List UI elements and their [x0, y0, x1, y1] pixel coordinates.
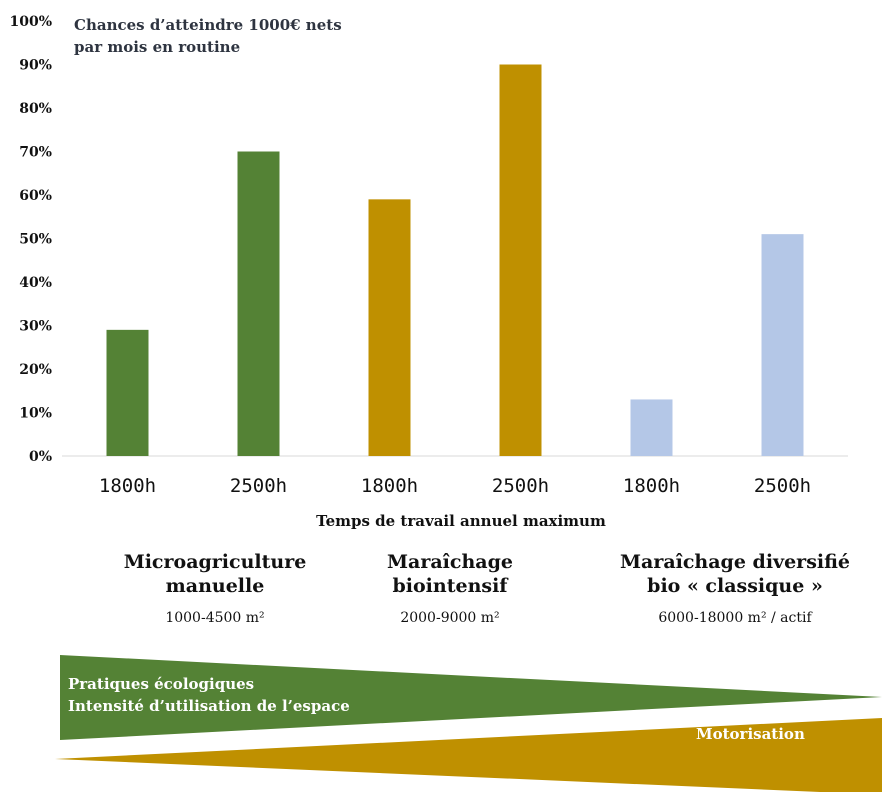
group-area: 1000-4500 m² — [165, 610, 265, 626]
y-tick-label: 100% — [9, 14, 52, 30]
gold-wedge-label: Motorisation — [696, 725, 805, 743]
group-name-line-1: Microagriculture — [123, 551, 307, 573]
group-name-line-1: Maraîchage diversifié — [619, 551, 851, 573]
y-tick-label: 90% — [19, 58, 52, 74]
y-axis-ticks: 0% 10% 20% 30% 40% 50% 60% 70% 80% 90% 100% — [9, 14, 52, 465]
green-wedge — [60, 655, 882, 740]
bar — [761, 234, 804, 456]
bar — [106, 329, 149, 456]
bar — [499, 64, 542, 456]
x-axis-label: Temps de travail annuel maximum — [316, 512, 606, 530]
x-tick-label: 2500h — [230, 475, 287, 497]
group-name-line-2: bio « classique » — [647, 575, 823, 597]
y-tick-label: 70% — [19, 145, 52, 161]
y-tick-label: 10% — [19, 406, 52, 422]
x-tick-label: 2500h — [754, 475, 811, 497]
x-tick-label: 1800h — [99, 475, 156, 497]
group-name-line-2: manuelle — [165, 575, 265, 597]
green-wedge-label: Pratiques écologiques Intensité d’utilis… — [68, 673, 350, 717]
x-axis-ticks: 1800h 2500h 1800h 2500h 1800h 2500h — [99, 475, 811, 497]
x-tick-label: 1800h — [361, 475, 418, 497]
y-tick-label: 30% — [19, 319, 52, 335]
gold-wedge — [55, 718, 882, 792]
bars — [106, 64, 804, 456]
group-name-line-2: biointensif — [392, 575, 508, 597]
x-tick-label: 2500h — [492, 475, 549, 497]
y-tick-label: 20% — [19, 362, 52, 378]
y-tick-label: 40% — [19, 275, 52, 291]
y-tick-label: 80% — [19, 101, 52, 117]
y-tick-label: 0% — [29, 449, 52, 465]
group-diversifie: Maraîchage diversifié bio « classique » … — [600, 550, 870, 626]
group-microagriculture: Microagriculture manuelle 1000-4500 m² — [100, 550, 330, 626]
green-wedge-line-1: Pratiques écologiques — [68, 675, 255, 693]
bar — [630, 399, 673, 456]
group-area: 2000-9000 m² — [400, 610, 500, 626]
y-tick-label: 50% — [19, 232, 52, 248]
y-tick-label: 60% — [19, 188, 52, 204]
chart-title-line-1: Chances d’atteindre 1000€ nets — [74, 16, 342, 34]
chart-title: Chances d’atteindre 1000€ nets par mois … — [74, 14, 374, 58]
group-biointensif: Maraîchage biointensif 2000-9000 m² — [350, 550, 550, 626]
group-name-line-1: Maraîchage — [387, 551, 513, 573]
group-area: 6000-18000 m² / actif — [658, 610, 812, 626]
x-tick-label: 1800h — [623, 475, 680, 497]
green-wedge-line-2: Intensité d’utilisation de l’espace — [68, 697, 350, 715]
bar — [237, 151, 280, 456]
chart-title-line-2: par mois en routine — [74, 38, 241, 56]
bar — [368, 199, 411, 456]
